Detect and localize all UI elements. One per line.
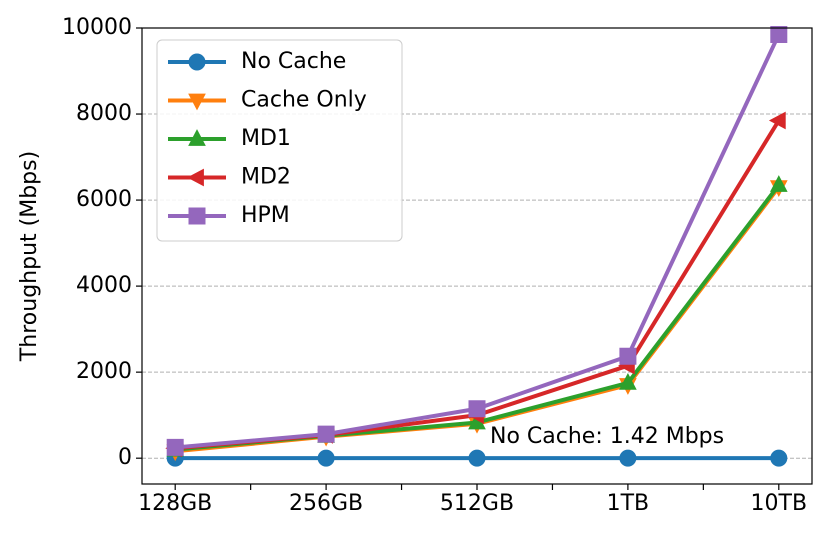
marker [769, 175, 788, 192]
legend-box [156, 39, 403, 242]
marker [768, 111, 786, 130]
legend-label: No Cache [241, 49, 346, 74]
marker [188, 207, 206, 225]
annotation: No Cache: 1.42 Mbps [490, 424, 724, 449]
plot-frame [141, 27, 813, 485]
legend-label: MD2 [241, 165, 291, 190]
marker [619, 347, 637, 365]
legend-label: HPM [241, 203, 290, 228]
marker [188, 93, 206, 111]
marker [317, 425, 335, 443]
y-axis-label: Throughput (Mbps) [17, 151, 42, 362]
y-tick-label: 2000 [76, 359, 132, 384]
y-tick-label: 0 [118, 445, 132, 470]
y-tick-label: 10000 [62, 15, 132, 40]
x-tick-label: 1TB [607, 491, 650, 516]
marker [188, 53, 206, 71]
marker [187, 168, 204, 187]
marker [468, 449, 486, 467]
marker [770, 449, 788, 467]
y-tick-label: 8000 [76, 101, 132, 126]
marker [188, 129, 206, 146]
x-tick-label: 128GB [138, 491, 212, 516]
marker [619, 449, 637, 467]
legend-label: MD1 [241, 126, 291, 151]
legend-label: Cache Only [241, 88, 367, 113]
marker [770, 25, 788, 43]
x-tick-label: 10TB [751, 491, 808, 516]
x-tick-label: 256GB [289, 491, 363, 516]
marker [468, 400, 486, 418]
legend: No Cache Cache Only MD1 MD2 HPM [156, 39, 403, 242]
marker [619, 373, 637, 390]
y-tick-label: 6000 [76, 187, 132, 212]
y-tick-label: 4000 [76, 273, 132, 298]
x-tick-label: 512GB [440, 491, 514, 516]
marker [317, 449, 335, 467]
marker [166, 438, 184, 456]
